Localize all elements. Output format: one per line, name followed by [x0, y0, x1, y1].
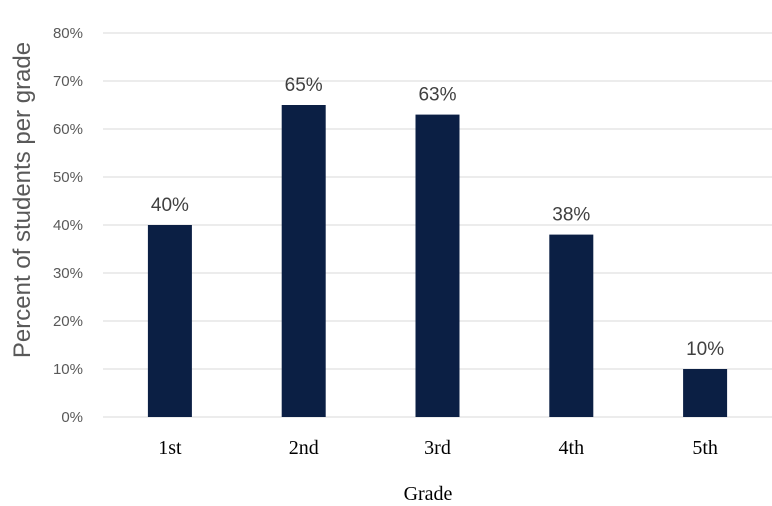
- y-tick-label: 10%: [53, 361, 83, 378]
- bar-1st: [147, 225, 192, 417]
- category-label: 2nd: [289, 437, 319, 459]
- data-labels: 40% 65% 63% 38% 10%: [151, 75, 724, 360]
- data-label: 10%: [686, 339, 724, 360]
- data-label: 38%: [552, 205, 590, 226]
- data-label: 65%: [285, 75, 323, 96]
- y-tick-label: 20%: [53, 313, 83, 330]
- x-axis-title: Grade: [404, 483, 453, 505]
- category-label: 1st: [158, 437, 182, 459]
- y-tick-labels: 0% 10% 20% 30% 40% 50% 60% 70% 80%: [53, 25, 83, 426]
- category-label: 5th: [692, 437, 718, 459]
- y-tick-label: 60%: [53, 121, 83, 138]
- y-tick-label: 30%: [53, 265, 83, 282]
- y-axis-title: Percent of students per grade: [9, 42, 36, 358]
- bars: [147, 105, 728, 417]
- y-tick-label: 0%: [61, 409, 83, 426]
- y-tick-label: 80%: [53, 25, 83, 42]
- bar-4th: [549, 234, 594, 417]
- bar-5th: [683, 369, 728, 417]
- category-label: 3rd: [424, 437, 451, 459]
- bar-3rd: [415, 114, 460, 417]
- data-label: 40%: [151, 195, 189, 216]
- y-tick-label: 50%: [53, 169, 83, 186]
- y-tick-label: 70%: [53, 73, 83, 90]
- y-tick-label: 40%: [53, 217, 83, 234]
- data-label: 63%: [418, 85, 456, 106]
- category-labels: 1st 2nd 3rd 4th 5th: [158, 437, 718, 459]
- bar-2nd: [281, 105, 326, 417]
- category-label: 4th: [559, 437, 585, 459]
